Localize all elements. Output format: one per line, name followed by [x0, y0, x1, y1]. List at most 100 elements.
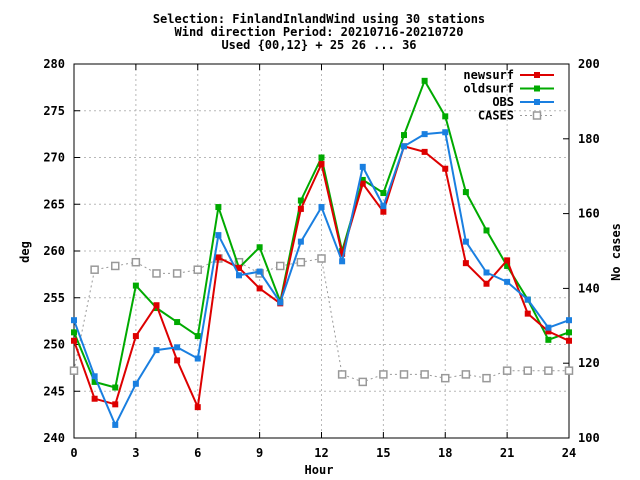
point-obs — [524, 296, 531, 303]
point-obs — [462, 238, 469, 245]
y-tick-label: 270 — [43, 151, 65, 165]
x-tick-label: 3 — [132, 446, 139, 460]
y2-tick-label: 160 — [578, 207, 600, 221]
point-obs — [339, 258, 346, 265]
series-layer — [69, 77, 574, 428]
legend-marker-cases — [532, 111, 542, 120]
chart-title: Selection: FinlandInlandWind using 30 st… — [153, 12, 485, 52]
y-axis-label: deg — [18, 241, 32, 263]
x-tick-label: 0 — [70, 446, 77, 460]
point-newsurf — [236, 264, 242, 271]
point-obs — [359, 163, 366, 170]
point-obs — [71, 317, 77, 324]
y-tick-label: 245 — [43, 384, 65, 398]
y-tick-label: 260 — [43, 244, 65, 258]
point-cases — [544, 366, 553, 375]
point-newsurf — [215, 254, 222, 261]
point-cases — [482, 373, 491, 383]
x-tick-label: 12 — [314, 446, 328, 460]
point-cases — [564, 366, 574, 375]
point-newsurf — [566, 337, 572, 344]
y-tick-label: 275 — [43, 104, 65, 118]
legend-marker-newsurf — [534, 72, 540, 78]
y2-tick-label: 100 — [578, 431, 600, 445]
point-oldsurf — [504, 262, 511, 269]
point-obs — [566, 317, 572, 324]
point-cases — [131, 257, 141, 267]
x-tick-label: 9 — [256, 446, 263, 460]
point-oldsurf — [256, 244, 263, 251]
point-obs — [153, 347, 160, 354]
point-newsurf — [194, 404, 201, 411]
point-newsurf — [318, 161, 325, 168]
y2-tick-label: 180 — [578, 132, 600, 146]
series-line-obs — [73, 131, 570, 426]
point-newsurf — [462, 260, 469, 267]
point-cases — [441, 373, 450, 383]
point-oldsurf — [545, 336, 552, 343]
point-newsurf — [442, 165, 449, 172]
y-tick-label: 280 — [43, 57, 65, 71]
point-newsurf — [297, 205, 304, 212]
point-cases — [358, 377, 367, 387]
point-obs — [318, 204, 325, 211]
point-obs — [174, 344, 181, 351]
point-cases — [379, 370, 388, 379]
point-obs — [297, 238, 304, 245]
point-newsurf — [339, 250, 346, 257]
x-tick-label: 18 — [438, 446, 452, 460]
point-oldsurf — [401, 132, 407, 139]
y-tick-label: 265 — [43, 197, 65, 211]
point-obs — [194, 355, 201, 362]
axis-ticks: 0 3 6 9 12 15 18 21 24 240 245 250 255 260 265 270 275 28… — [43, 57, 599, 460]
title-line-2: Wind direction Period: 20210716-20210720 — [175, 25, 464, 39]
point-oldsurf — [71, 329, 77, 336]
point-oldsurf — [421, 77, 428, 84]
point-newsurf — [91, 395, 98, 402]
y2-tick-label: 140 — [578, 281, 600, 295]
y2-tick-label: 200 — [578, 57, 600, 71]
point-newsurf — [421, 148, 428, 155]
x-tick-label: 21 — [500, 446, 514, 460]
point-cases — [193, 265, 202, 274]
point-oldsurf — [297, 197, 304, 204]
x-axis-label: Hour — [305, 463, 334, 477]
point-newsurf — [483, 280, 490, 287]
legend-label-oldsurf: oldsurf — [463, 82, 514, 96]
point-cases — [399, 370, 409, 379]
point-obs — [483, 269, 490, 276]
point-oldsurf — [91, 378, 98, 385]
point-obs — [421, 131, 428, 138]
legend-marker-oldsurf — [534, 85, 540, 92]
point-oldsurf — [112, 384, 119, 391]
point-cases — [523, 366, 532, 375]
point-obs — [256, 268, 263, 275]
point-obs — [545, 324, 552, 331]
point-cases — [317, 254, 326, 263]
point-oldsurf — [380, 190, 387, 197]
point-oldsurf — [359, 176, 366, 183]
point-obs — [91, 373, 98, 380]
point-cases — [276, 261, 285, 271]
point-oldsurf — [318, 154, 325, 161]
point-newsurf — [359, 180, 366, 187]
legend-label-obs: OBS — [492, 95, 514, 109]
point-oldsurf — [483, 227, 490, 234]
point-cases — [90, 265, 99, 274]
point-cases — [296, 257, 306, 267]
point-oldsurf — [174, 319, 181, 326]
point-obs — [215, 232, 222, 239]
point-newsurf — [112, 401, 119, 408]
title-line-3: Used {00,12} + 25 26 ... 36 — [221, 38, 416, 52]
point-cases — [152, 269, 161, 278]
point-oldsurf — [132, 282, 139, 289]
point-cases — [502, 366, 512, 375]
x-tick-label: 24 — [562, 446, 576, 460]
y2-axis-label: No cases — [609, 223, 623, 281]
point-oldsurf — [215, 204, 222, 211]
point-obs — [504, 278, 511, 285]
point-cases — [69, 366, 79, 375]
point-obs — [236, 272, 242, 279]
